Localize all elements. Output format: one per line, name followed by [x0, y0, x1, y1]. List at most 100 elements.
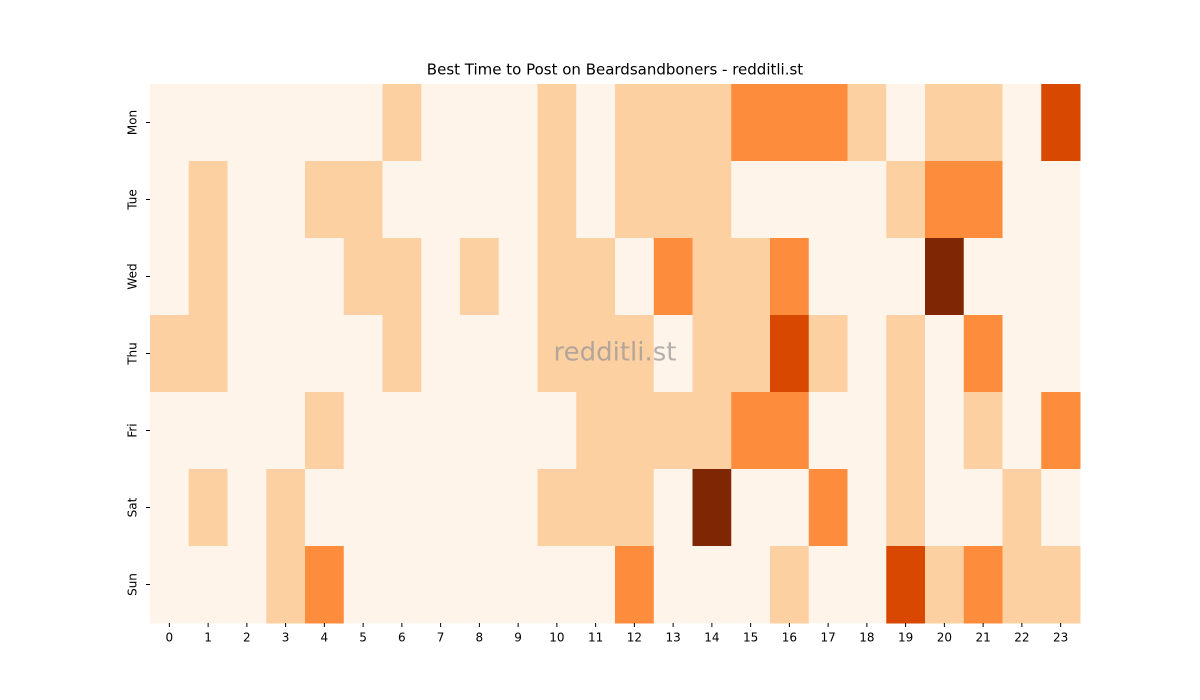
heat-cell: [188, 161, 228, 239]
heat-cell: [382, 161, 422, 239]
heat-cell: [537, 84, 577, 162]
heat-cell: [808, 392, 848, 470]
heat-cell: [615, 546, 655, 624]
heat-cell: [576, 392, 616, 470]
heat-cell: [188, 84, 228, 162]
heat-cell: [343, 546, 383, 624]
heat-cell: [770, 469, 810, 547]
x-tick-label: 7: [437, 631, 445, 645]
heat-cell: [498, 392, 538, 470]
heat-cell: [421, 392, 461, 470]
heat-cell: [150, 84, 190, 162]
heat-cell: [1041, 392, 1081, 470]
x-tick-label: 5: [359, 631, 367, 645]
heat-cell: [770, 84, 810, 162]
x-tick-label: 9: [514, 631, 522, 645]
x-tick-label: 23: [1053, 631, 1068, 645]
heat-cell: [653, 84, 693, 162]
heat-cell: [615, 392, 655, 470]
heat-cell: [188, 392, 228, 470]
heat-cell: [382, 392, 422, 470]
heat-cell: [692, 238, 732, 316]
x-tick-label: 0: [166, 631, 174, 645]
heat-cell: [343, 469, 383, 547]
heat-cell: [266, 238, 306, 316]
heat-cell: [886, 392, 926, 470]
heat-cell: [1002, 238, 1042, 316]
heat-cell: [266, 469, 306, 547]
heat-cell: [498, 546, 538, 624]
heat-cell: [1041, 84, 1081, 162]
heat-cell: [266, 315, 306, 393]
heat-cell: [421, 238, 461, 316]
x-tick-label: 20: [937, 631, 952, 645]
heat-cell: [847, 469, 887, 547]
y-tick-label: Sat: [126, 497, 140, 517]
heat-cell: [692, 546, 732, 624]
heat-cell: [150, 392, 190, 470]
x-tick-label: 3: [282, 631, 290, 645]
x-tick-label: 11: [588, 631, 603, 645]
x-tick-label: 15: [743, 631, 758, 645]
x-tick-label: 8: [476, 631, 484, 645]
heat-cell: [847, 84, 887, 162]
heat-cell: [150, 315, 190, 393]
heat-cell: [615, 315, 655, 393]
heat-cell: [382, 238, 422, 316]
heat-cell: [808, 84, 848, 162]
heat-cell: [886, 84, 926, 162]
heat-cell: [227, 469, 267, 547]
heat-cell: [498, 161, 538, 239]
x-tick-label: 4: [321, 631, 329, 645]
heat-cell: [498, 84, 538, 162]
heat-cell: [421, 161, 461, 239]
heat-cell: [188, 546, 228, 624]
heat-cell: [925, 546, 965, 624]
heat-cell: [498, 315, 538, 393]
x-tick-label: 6: [398, 631, 406, 645]
heat-cell: [653, 392, 693, 470]
heat-cell: [150, 546, 190, 624]
heat-cell: [305, 315, 345, 393]
heat-cell: [460, 392, 500, 470]
heat-cell: [421, 546, 461, 624]
heat-cell: [615, 469, 655, 547]
x-tick-label: 13: [665, 631, 680, 645]
x-tick-label: 18: [859, 631, 874, 645]
heat-cell: [305, 392, 345, 470]
heat-cell: [227, 546, 267, 624]
heat-cell: [227, 238, 267, 316]
heat-cell: [886, 238, 926, 316]
heat-cell: [460, 469, 500, 547]
heat-cell: [227, 161, 267, 239]
y-tick-label: Fri: [126, 423, 140, 437]
heat-cell: [963, 315, 1003, 393]
heat-cell: [537, 546, 577, 624]
heat-cell: [615, 161, 655, 239]
x-tick-label: 1: [204, 631, 212, 645]
y-tick-label: Thu: [126, 342, 140, 366]
heat-cell: [886, 546, 926, 624]
x-tick-label: 21: [975, 631, 990, 645]
heat-cell: [847, 238, 887, 316]
y-tick-label: Sun: [126, 573, 140, 596]
x-tick-label: 22: [1014, 631, 1029, 645]
heat-cell: [537, 238, 577, 316]
heat-cell: [847, 392, 887, 470]
heat-cell: [692, 392, 732, 470]
heat-cell: [886, 161, 926, 239]
heat-cell: [886, 469, 926, 547]
heat-cell: [1041, 161, 1081, 239]
heat-cell: [421, 84, 461, 162]
heat-cell: [808, 315, 848, 393]
heat-cell: [615, 84, 655, 162]
heat-cell: [343, 238, 383, 316]
heat-cell: [847, 161, 887, 239]
heat-cell: [847, 315, 887, 393]
heat-cell: [150, 238, 190, 316]
heat-cell: [808, 469, 848, 547]
heat-cell: [692, 161, 732, 239]
heat-cell: [692, 315, 732, 393]
heat-cell: [576, 546, 616, 624]
